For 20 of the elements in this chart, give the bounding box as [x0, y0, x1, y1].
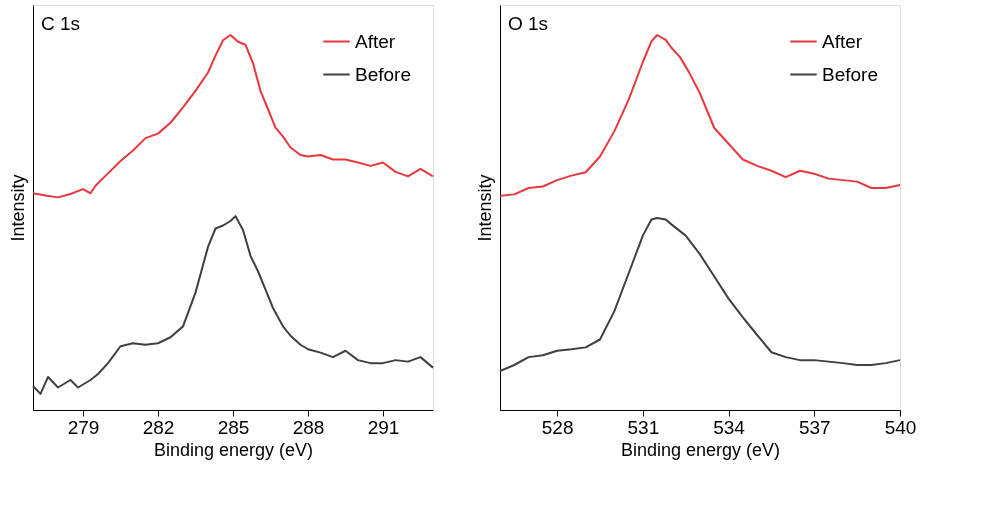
- y-axis-title: Intensity: [7, 174, 28, 242]
- text: C 1s: [41, 13, 81, 34]
- x-tick-label: 540: [884, 416, 917, 438]
- legend-label: Before: [355, 63, 411, 85]
- x-axis-title: Binding energy (eV): [153, 439, 314, 460]
- x-tick-label: 279: [67, 416, 100, 438]
- x-tick-label: 288: [292, 416, 325, 438]
- x-tick-label: 528: [541, 416, 574, 438]
- y-axis-title: Intensity: [474, 174, 495, 242]
- x-tick-label: 534: [713, 416, 746, 438]
- x-tick-label: 531: [627, 416, 660, 438]
- x-tick-label: 537: [798, 416, 831, 438]
- legend-label: After: [822, 30, 863, 52]
- x-tick-label: 285: [217, 416, 250, 438]
- text: O 1s: [508, 13, 549, 34]
- x-axis-title: Binding energy (eV): [620, 439, 781, 460]
- x-tick-label: 282: [142, 416, 175, 438]
- x-tick-label: 291: [367, 416, 400, 438]
- legend-label: After: [355, 30, 396, 52]
- legend-label: Before: [822, 63, 878, 85]
